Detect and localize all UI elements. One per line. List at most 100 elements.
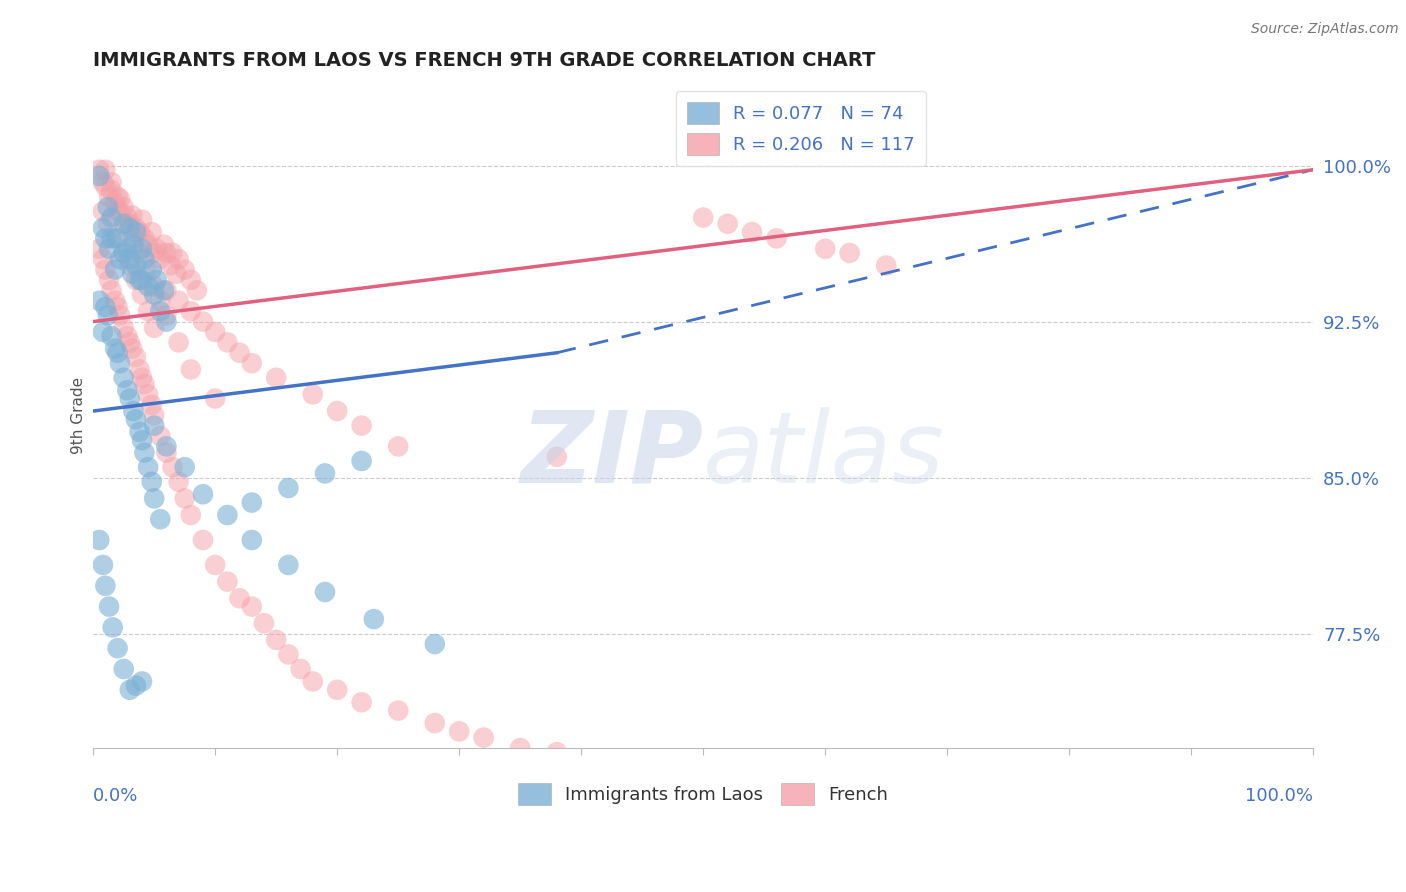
Point xyxy=(128,362,150,376)
Point xyxy=(180,508,202,522)
Point xyxy=(125,221,148,235)
Point xyxy=(191,533,214,547)
Point xyxy=(91,175,114,189)
Point xyxy=(449,724,471,739)
Point xyxy=(118,221,141,235)
Point xyxy=(100,184,122,198)
Point xyxy=(141,475,163,489)
Point xyxy=(423,637,446,651)
Point xyxy=(141,225,163,239)
Point xyxy=(155,246,177,260)
Point xyxy=(240,599,263,614)
Point xyxy=(121,267,143,281)
Point xyxy=(149,429,172,443)
Text: 0.0%: 0.0% xyxy=(93,787,139,805)
Point xyxy=(228,591,250,606)
Point xyxy=(131,273,153,287)
Point xyxy=(145,242,167,256)
Text: ZIP: ZIP xyxy=(520,407,703,504)
Point xyxy=(155,309,177,323)
Point xyxy=(546,745,568,759)
Point xyxy=(240,356,263,370)
Point xyxy=(122,237,145,252)
Point xyxy=(98,273,121,287)
Point xyxy=(101,620,124,634)
Point xyxy=(149,293,172,308)
Point xyxy=(350,454,373,468)
Point xyxy=(100,284,122,298)
Point xyxy=(217,508,239,522)
Point xyxy=(180,362,202,376)
Point xyxy=(107,190,129,204)
Point xyxy=(107,231,129,245)
Point xyxy=(290,662,312,676)
Point xyxy=(149,304,172,318)
Point xyxy=(118,259,141,273)
Point xyxy=(108,204,131,219)
Point xyxy=(117,217,139,231)
Point xyxy=(136,460,159,475)
Point xyxy=(108,356,131,370)
Point xyxy=(159,259,181,273)
Point xyxy=(149,512,172,526)
Point xyxy=(121,209,143,223)
Point xyxy=(217,574,239,589)
Point xyxy=(180,304,202,318)
Point xyxy=(89,533,111,547)
Point xyxy=(134,252,156,267)
Point xyxy=(89,293,111,308)
Point xyxy=(240,533,263,547)
Point xyxy=(131,212,153,227)
Point xyxy=(277,558,299,572)
Text: atlas: atlas xyxy=(703,407,945,504)
Point xyxy=(153,237,176,252)
Point xyxy=(314,467,336,481)
Point xyxy=(131,674,153,689)
Point xyxy=(117,329,139,343)
Text: 100.0%: 100.0% xyxy=(1246,787,1313,805)
Point xyxy=(131,242,153,256)
Point xyxy=(118,252,141,267)
Point xyxy=(186,284,208,298)
Point xyxy=(94,231,117,245)
Point xyxy=(765,231,787,245)
Point xyxy=(128,425,150,439)
Point xyxy=(143,418,166,433)
Point xyxy=(112,246,135,260)
Point xyxy=(104,196,127,211)
Point xyxy=(350,418,373,433)
Point xyxy=(125,412,148,426)
Point xyxy=(301,387,323,401)
Point xyxy=(228,345,250,359)
Point xyxy=(98,242,121,256)
Point xyxy=(387,704,409,718)
Point xyxy=(131,287,153,301)
Point xyxy=(108,252,131,267)
Point xyxy=(204,558,226,572)
Point xyxy=(94,179,117,194)
Point xyxy=(149,252,172,267)
Point xyxy=(326,682,349,697)
Point xyxy=(167,475,190,489)
Point xyxy=(162,246,184,260)
Point xyxy=(204,392,226,406)
Point xyxy=(112,200,135,214)
Point xyxy=(122,231,145,245)
Point xyxy=(94,300,117,314)
Point xyxy=(546,450,568,464)
Point xyxy=(108,309,131,323)
Point xyxy=(91,204,114,219)
Point xyxy=(838,246,860,260)
Point xyxy=(135,262,157,277)
Point xyxy=(167,252,190,267)
Point xyxy=(173,262,195,277)
Point xyxy=(136,304,159,318)
Point xyxy=(143,408,166,422)
Point xyxy=(509,741,531,756)
Point xyxy=(155,284,177,298)
Point xyxy=(104,293,127,308)
Point xyxy=(875,259,897,273)
Point xyxy=(104,231,127,245)
Point xyxy=(350,695,373,709)
Point xyxy=(134,231,156,245)
